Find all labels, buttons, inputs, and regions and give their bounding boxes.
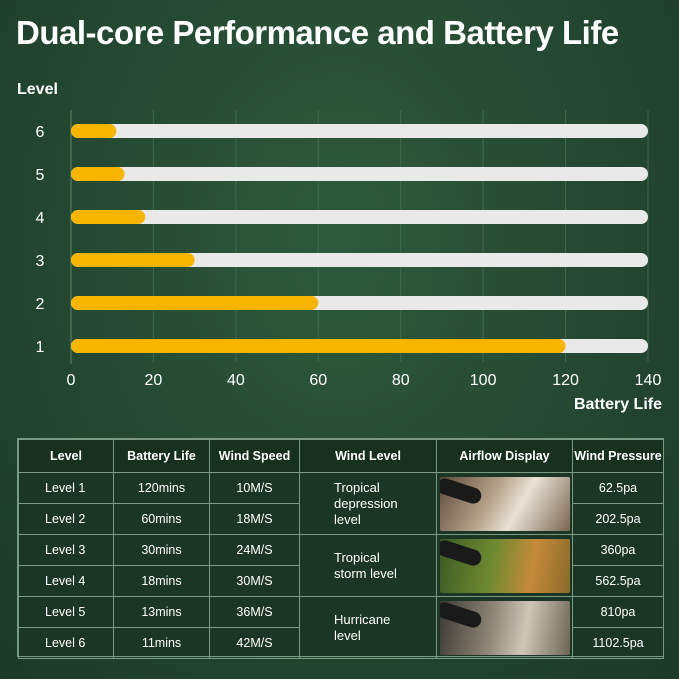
wind-level-line: Tropical [334, 549, 380, 565]
bar [71, 339, 566, 353]
x-tick-label: 40 [227, 372, 245, 389]
header-level: Level [18, 439, 114, 473]
table-row: Level 5 13mins 36M/S Hurricane level 810… [18, 596, 664, 659]
leaves-blowing-photo [439, 538, 570, 593]
header-wind-pressure: Wind Pressure [572, 439, 664, 473]
cell-airflow-display [436, 534, 573, 597]
cell-level: Level 2 [18, 503, 114, 535]
table-row: Level 1 120mins 10M/S Tropical depressio… [18, 472, 664, 535]
cell-speed: 10M/S [209, 472, 300, 504]
x-tick-label: 120 [552, 372, 579, 389]
bar [71, 253, 195, 267]
bar [71, 124, 117, 138]
x-tick-label: 140 [635, 372, 662, 389]
y-tick-label: 4 [36, 210, 45, 227]
y-tick-label: 6 [36, 124, 45, 141]
cell-battery: 120mins [113, 472, 210, 504]
bar [71, 210, 146, 224]
spec-table: Level Battery Life Wind Speed Wind Level… [18, 439, 664, 659]
x-tick-label: 80 [392, 372, 410, 389]
cell-battery: 30mins [113, 534, 210, 566]
page-title: Dual-core Performance and Battery Life [16, 14, 619, 51]
header-airflow-display: Airflow Display [436, 439, 573, 473]
wind-level-line: depression [334, 495, 398, 511]
bar [71, 167, 125, 181]
spec-table-container: Level Battery Life Wind Speed Wind Level… [17, 438, 664, 659]
cell-speed: 42M/S [209, 627, 300, 659]
cell-pressure: 562.5pa [572, 565, 664, 597]
x-tick-label: 100 [470, 372, 497, 389]
cell-level: Level 5 [18, 596, 114, 628]
cell-speed: 36M/S [209, 596, 300, 628]
cell-pressure: 62.5pa [572, 472, 664, 504]
bar-track [71, 124, 648, 138]
x-tick-label: 0 [67, 372, 76, 389]
cell-battery: 18mins [113, 565, 210, 597]
cell-level: Level 6 [18, 627, 114, 659]
y-tick-label: 3 [36, 253, 45, 270]
cell-wind-level: Tropical depression level [299, 472, 437, 535]
bar-track [71, 210, 648, 224]
header-battery-life: Battery Life [113, 439, 210, 473]
cell-level: Level 3 [18, 534, 114, 566]
cell-pressure: 810pa [572, 596, 664, 628]
cell-airflow-display [436, 596, 573, 659]
bar [71, 296, 319, 310]
cell-speed: 30M/S [209, 565, 300, 597]
dust-blowing-photo [439, 600, 570, 655]
y-tick-label: 1 [36, 339, 45, 356]
cell-level: Level 4 [18, 565, 114, 597]
cell-wind-level: Hurricane level [299, 596, 437, 659]
cell-pressure: 202.5pa [572, 503, 664, 535]
bar-track [71, 253, 648, 267]
header-wind-level: Wind Level [299, 439, 437, 473]
table-row: Level 4 18mins 30M/S 562.5pa [18, 565, 664, 597]
wind-level-line: Tropical [334, 479, 380, 495]
cell-airflow-display [436, 472, 573, 535]
cell-level: Level 1 [18, 472, 114, 504]
x-axis-title: Battery Life [574, 396, 662, 413]
x-tick-label: 60 [309, 372, 327, 389]
cell-battery: 13mins [113, 596, 210, 628]
cell-battery: 60mins [113, 503, 210, 535]
table-row: Level 6 11mins 42M/S 1102.5pa [18, 627, 664, 659]
cell-wind-level: Tropical storm level [299, 534, 437, 597]
x-tick-label: 20 [145, 372, 163, 389]
debris-blowing-photo [439, 476, 570, 531]
wind-level-line: Hurricane [334, 611, 391, 627]
table-row: Level 3 30mins 24M/S Tropical storm leve… [18, 534, 664, 597]
y-axis-title: Level [17, 81, 58, 98]
cell-pressure: 360pa [572, 534, 664, 566]
cell-battery: 11mins [113, 627, 210, 659]
y-tick-label: 5 [36, 167, 45, 184]
table-row: Level 2 60mins 18M/S 202.5pa [18, 503, 664, 535]
y-tick-label: 2 [36, 296, 45, 313]
wind-level-line: level [334, 511, 361, 527]
wind-level-line: level [334, 627, 361, 643]
wind-level-line: storm level [334, 565, 397, 581]
cell-speed: 18M/S [209, 503, 300, 535]
cell-speed: 24M/S [209, 534, 300, 566]
bar-track [71, 167, 648, 181]
header-wind-speed: Wind Speed [209, 439, 300, 473]
cell-pressure: 1102.5pa [572, 627, 664, 659]
table-header-row: Level Battery Life Wind Speed Wind Level… [18, 439, 664, 473]
